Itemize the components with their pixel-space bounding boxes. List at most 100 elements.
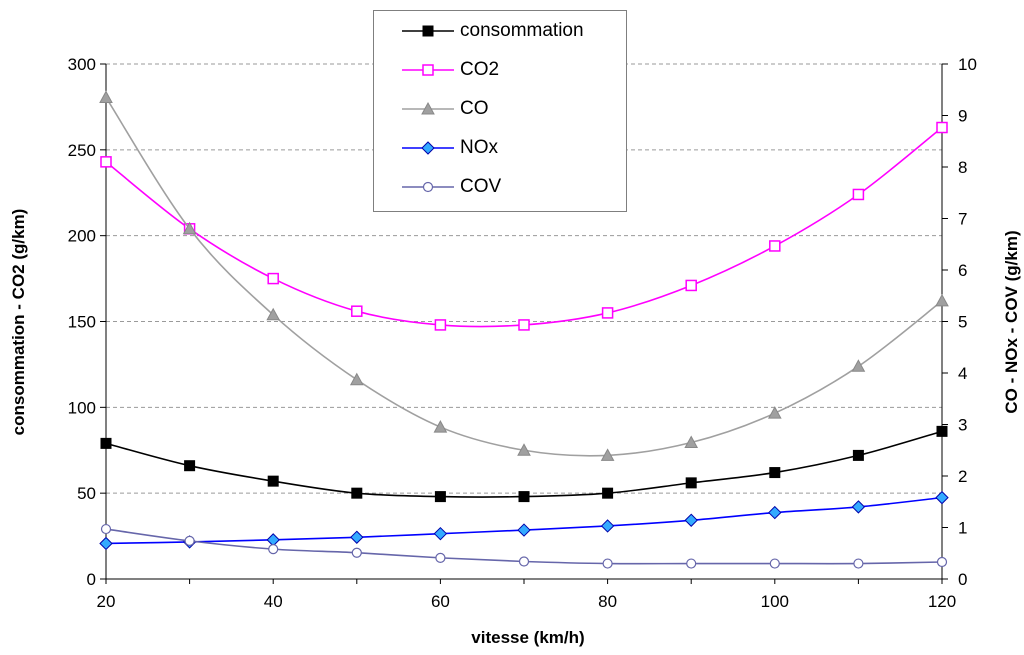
- series-consommation: [100, 425, 948, 503]
- x-tick-label: 80: [598, 592, 617, 611]
- data-point: [767, 406, 782, 419]
- data-point: [852, 449, 864, 461]
- data-point: [936, 121, 948, 134]
- series-co2: [100, 121, 948, 331]
- data-point: [422, 181, 434, 193]
- data-point: [100, 156, 112, 168]
- legend-item-co: CO: [402, 97, 489, 121]
- legend-swatch: [402, 25, 454, 37]
- data-point: [768, 505, 782, 520]
- legend-swatch: [402, 101, 454, 115]
- series-layer: [99, 90, 949, 569]
- data-point: [601, 307, 614, 319]
- legend-swatch: [402, 64, 454, 76]
- data-point: [266, 307, 281, 321]
- y-axis-left-title: consommation - CO2 (g/km): [9, 209, 28, 436]
- data-point: [517, 523, 531, 537]
- legend-item-nox: NOx: [402, 136, 498, 160]
- y-right-tick-label: 3: [958, 416, 967, 435]
- series-cov: [100, 523, 948, 569]
- data-point: [769, 240, 781, 252]
- y-right-tick-label: 5: [958, 313, 967, 332]
- series-line: [105, 430, 943, 498]
- legend-label: NOx: [460, 137, 498, 158]
- series-nox: [99, 490, 949, 551]
- data-point: [433, 420, 448, 433]
- data-point: [851, 359, 866, 372]
- data-point: [684, 435, 699, 449]
- data-point: [769, 467, 781, 479]
- data-point: [853, 558, 864, 569]
- data-point: [602, 487, 614, 499]
- data-point: [600, 519, 615, 533]
- data-point: [267, 272, 279, 285]
- data-point: [421, 101, 435, 115]
- data-point: [100, 523, 112, 535]
- y-right-tick-label: 10: [958, 55, 977, 74]
- y-left-tick-label: 200: [68, 227, 96, 246]
- data-point: [935, 293, 949, 307]
- series-co: [99, 90, 949, 461]
- legend-swatch: [402, 181, 454, 193]
- data-point: [518, 491, 530, 503]
- data-point: [685, 279, 697, 292]
- x-tick-label: 100: [761, 592, 789, 611]
- data-point: [852, 188, 865, 201]
- data-point: [100, 437, 112, 449]
- y-left-tick-label: 150: [68, 313, 96, 332]
- y-left-tick-label: 50: [77, 484, 96, 503]
- series-line: [105, 97, 943, 457]
- legend-label: CO: [460, 98, 489, 119]
- data-point: [684, 513, 698, 527]
- x-axis-title: vitesse (km/h): [471, 628, 584, 647]
- data-point: [517, 443, 531, 456]
- legend-item-co2: CO2: [402, 58, 499, 82]
- data-point: [422, 25, 434, 37]
- legend-swatch: [402, 141, 454, 155]
- data-point: [686, 558, 697, 569]
- y-left-tick-label: 300: [68, 55, 96, 74]
- data-point: [267, 475, 279, 487]
- y-left-tick-label: 100: [68, 398, 96, 417]
- y-axis-right-title: CO - NOx - COV (g/km): [1002, 230, 1021, 413]
- y-right-tick-label: 6: [958, 261, 967, 280]
- axes: 0 50 100 150 200 250 300 0 1 2 3 4 5 6 7 8 9 10 20 40 60 80 10…: [68, 55, 977, 611]
- data-point: [422, 64, 434, 76]
- x-tick-label: 60: [431, 592, 450, 611]
- data-point: [434, 319, 447, 331]
- data-point: [351, 305, 363, 317]
- data-point: [600, 448, 615, 461]
- data-point: [433, 526, 448, 541]
- data-point: [421, 141, 435, 155]
- data-point: [351, 547, 362, 558]
- legend-item-consommation: consommation: [402, 19, 584, 43]
- data-point: [349, 372, 364, 386]
- data-point: [350, 530, 364, 544]
- y-right-tick-label: 2: [958, 467, 967, 486]
- y-right-tick-label: 7: [958, 210, 967, 229]
- data-point: [851, 500, 866, 514]
- y-right-tick-label: 1: [958, 519, 967, 538]
- data-point: [435, 552, 446, 563]
- legend: consommation CO2 CO NOx COV: [373, 10, 627, 212]
- data-point: [268, 544, 279, 555]
- gridlines: [106, 63, 942, 494]
- legend-label: CO2: [460, 59, 500, 80]
- data-point: [602, 558, 613, 569]
- x-tick-label: 40: [264, 592, 283, 611]
- data-point: [182, 221, 197, 235]
- data-point: [434, 491, 446, 503]
- data-point: [518, 556, 530, 567]
- x-tick-label: 20: [97, 592, 116, 611]
- data-point: [99, 536, 113, 551]
- data-point: [99, 90, 113, 103]
- y-right-tick-label: 4: [958, 364, 967, 383]
- y-left-tick-label: 0: [87, 570, 96, 589]
- legend-label: consommation: [460, 20, 584, 41]
- data-point: [351, 487, 363, 499]
- legend-label: COV: [460, 176, 502, 197]
- data-point: [935, 490, 949, 505]
- data-point: [184, 535, 195, 546]
- data-point: [518, 319, 530, 331]
